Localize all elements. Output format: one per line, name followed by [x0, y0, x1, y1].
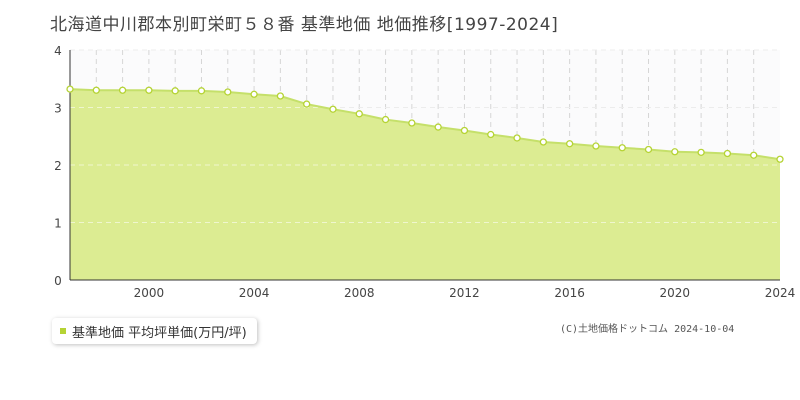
x-tick-label: 2004 [239, 286, 270, 300]
y-tick-label: 4 [54, 44, 62, 58]
data-point [303, 100, 311, 108]
data-point [776, 155, 784, 163]
x-tick-label: 2000 [134, 286, 165, 300]
data-point [434, 123, 442, 131]
area-fill [70, 89, 780, 280]
data-point [329, 105, 337, 113]
data-point [381, 115, 390, 124]
y-tick-label: 0 [54, 274, 62, 288]
data-point [723, 149, 732, 158]
data-point [644, 145, 653, 154]
y-tick-label: 3 [54, 102, 62, 116]
series-area [69, 49, 781, 280]
data-point [618, 144, 626, 152]
series-line [69, 88, 781, 161]
data-point [250, 90, 258, 98]
x-tick-label: 2008 [344, 286, 375, 300]
legend-swatch-icon [60, 328, 66, 334]
data-point [355, 110, 363, 118]
legend: 基準地価 平均坪単価(万円/坪) [52, 318, 257, 344]
y-tick-label: 1 [54, 217, 62, 231]
data-point [197, 87, 206, 95]
data-point [276, 92, 285, 100]
data-point [750, 151, 758, 159]
x-tick-label: 2024 [765, 286, 796, 300]
x-tick-label: 2016 [554, 286, 585, 300]
data-point [460, 126, 469, 135]
data-point [145, 86, 153, 94]
data-points [66, 85, 784, 163]
data-point [697, 148, 705, 157]
data-point [118, 86, 127, 94]
y-tick-label: 2 [54, 159, 62, 173]
data-point [487, 130, 495, 139]
data-point [671, 148, 679, 156]
data-point [565, 140, 574, 148]
data-point [92, 86, 100, 94]
data-point [66, 85, 74, 93]
copyright-text: (C)土地価格ドットコム 2024-10-04 [560, 324, 735, 335]
data-point [513, 134, 521, 142]
chart-title: 北海道中川郡本別町栄町５８番 基準地価 地価推移[1997-2024] [50, 15, 559, 35]
data-point [592, 142, 600, 150]
data-point [224, 88, 232, 96]
data-point [171, 87, 179, 95]
data-point [539, 138, 547, 146]
x-tick-label: 2020 [660, 286, 691, 300]
legend-label: 基準地価 平均坪単価(万円/坪) [72, 325, 247, 341]
x-tick-label: 2012 [449, 286, 480, 300]
tick-labels: 0 1 2 3 4 2000 2004 2008 2012 2016 2020 2024 [54, 44, 795, 300]
data-point [408, 119, 416, 127]
